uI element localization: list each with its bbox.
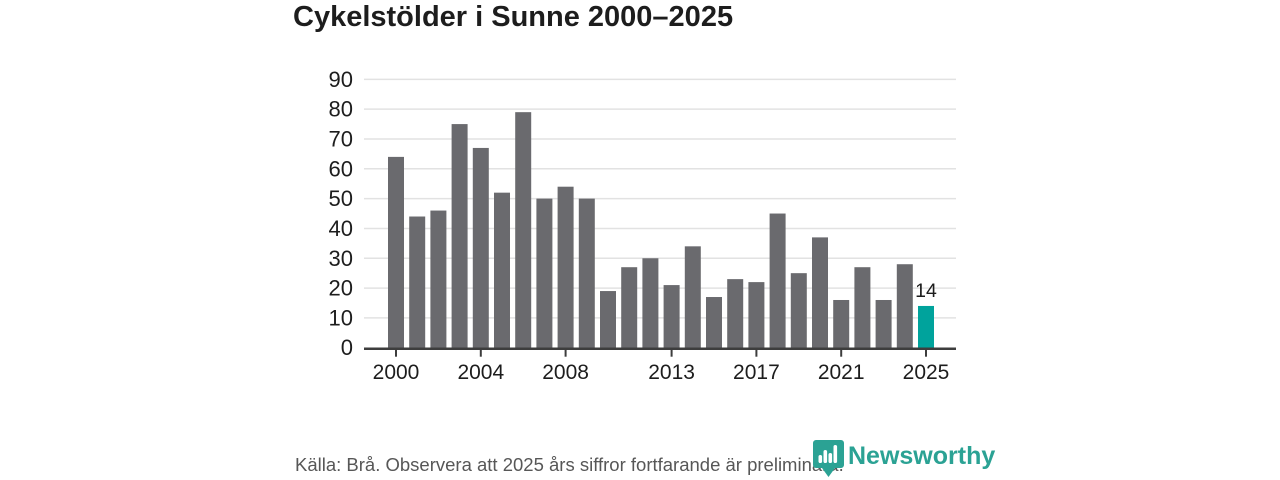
x-tick-label-2025: 2025 <box>903 361 950 384</box>
bar-2013 <box>663 285 680 348</box>
bar-2005 <box>494 192 510 348</box>
bar-2002 <box>430 210 447 348</box>
bar-2004 <box>472 147 489 348</box>
x-tick-label-2013: 2013 <box>648 361 695 384</box>
x-tick-label-2004: 2004 <box>457 361 504 384</box>
bar-2012 <box>642 258 659 348</box>
bar-2014 <box>684 246 701 348</box>
newsworthy-logo-icon <box>813 440 844 477</box>
y-tick-label-40: 40 <box>329 216 353 241</box>
y-tick-label-60: 60 <box>329 156 353 181</box>
logo-bar-glyph <box>818 445 838 463</box>
bar-2020 <box>812 237 828 348</box>
bar-2003 <box>451 124 468 348</box>
x-tick-label-2008: 2008 <box>542 361 589 384</box>
bar-2015 <box>706 297 722 348</box>
bar-2001 <box>409 216 426 348</box>
bar-2016 <box>727 279 744 348</box>
bar-2021 <box>833 299 850 348</box>
y-tick-label-10: 10 <box>329 305 353 330</box>
y-tick-label-50: 50 <box>329 186 353 211</box>
bar-2009 <box>578 198 595 348</box>
y-tick-label-80: 80 <box>329 97 353 122</box>
x-tick-label-2021: 2021 <box>818 361 865 384</box>
bar-2000 <box>388 156 404 348</box>
bar-value-label-2025: 14 <box>915 280 937 302</box>
bar-2010 <box>600 291 616 348</box>
bar-2017 <box>748 282 765 348</box>
chart-title: Cykelstölder i Sunne 2000–2025 <box>293 1 734 33</box>
bar-2018 <box>769 213 786 348</box>
newsworthy-logo[interactable]: Newsworthy <box>813 439 995 478</box>
y-tick-label-20: 20 <box>329 276 353 301</box>
y-tick-label-90: 90 <box>329 67 353 92</box>
bar-2023 <box>875 299 892 348</box>
bar-2011 <box>621 267 638 348</box>
y-tick-label-0: 0 <box>341 335 353 360</box>
bar-2019 <box>790 273 807 348</box>
x-tick-label-2017: 2017 <box>733 361 780 384</box>
bar-2025 <box>918 305 934 348</box>
y-tick-label-70: 70 <box>329 126 353 151</box>
bar-2008 <box>557 186 574 348</box>
bar-2006 <box>515 112 532 348</box>
newsworthy-brand: Newsworthy <box>848 442 996 470</box>
bar-2022 <box>854 267 871 348</box>
source-note: Källa: Brå. Observera att 2025 års siffr… <box>295 454 844 475</box>
bar-2024 <box>896 264 913 348</box>
y-tick-label-30: 30 <box>329 246 353 271</box>
bar-2007 <box>536 198 553 348</box>
x-tick-label-2000: 2000 <box>373 361 420 384</box>
